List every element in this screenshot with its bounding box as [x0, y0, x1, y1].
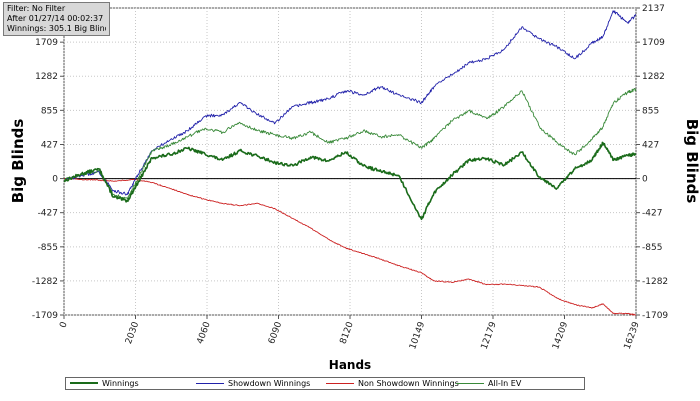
right-y-tick-label: 1282 [642, 72, 665, 82]
legend-label-showdown: Showdown Winnings [228, 379, 311, 388]
legend-swatch-non-showdown [326, 383, 354, 384]
right-y-axis-label: Big Blinds [683, 119, 700, 204]
left-y-tick-label: -855 [38, 243, 58, 253]
right-y-tick-label: -855 [642, 243, 662, 253]
series-non-showdown-line [63, 178, 637, 316]
x-tick-label: 0 [58, 320, 69, 329]
right-y-tick-label: -427 [642, 209, 662, 219]
left-y-tick-label: -1282 [32, 277, 58, 287]
legend-swatch-showdown [196, 383, 224, 384]
left-y-tick-label: 427 [41, 140, 58, 150]
legend-swatch-winnings [70, 382, 98, 384]
left-y-tick-label: -1709 [32, 311, 58, 321]
series-winnings-line [63, 141, 637, 221]
right-y-tick-label: -1709 [642, 311, 668, 321]
left-y-axis-label: Big Blinds [9, 119, 27, 204]
legend-label-allin-ev: All-In EV [488, 379, 522, 388]
x-tick-label: 4060 [196, 320, 213, 345]
left-y-tick-label: 1282 [35, 72, 58, 82]
right-y-tick-label: 427 [642, 140, 659, 150]
right-y-tick-label: -1282 [642, 277, 668, 287]
filter-text: Filter: No Filter [7, 4, 66, 13]
x-tick-label: 8120 [339, 320, 356, 345]
left-y-tick-label: -427 [38, 209, 58, 219]
right-y-tick-label: 2137 [642, 4, 665, 14]
legend-label-non-showdown: Non Showdown Winnings [358, 379, 459, 388]
x-tick-label: 2030 [124, 320, 141, 345]
date-range-text: After 01/27/14 00:02:37 [7, 14, 104, 23]
x-tick-label: 6090 [267, 320, 284, 345]
x-axis-label: Hands [329, 358, 371, 372]
chart-legend: Winnings Showdown Winnings Non Showdown … [65, 377, 585, 390]
x-tick-labels: 0 2030 4060 6090 8120 10149 12179 14209 16239 [58, 315, 642, 351]
left-y-tick-label: 0 [52, 175, 58, 185]
series-allin-ev-line [63, 88, 637, 199]
legend-label-winnings: Winnings [102, 379, 139, 388]
left-y-tick-label: 855 [41, 106, 58, 116]
winnings-summary-text: Winnings: 305.1 Big Blinds [7, 24, 106, 33]
legend-swatch-allin-ev [456, 383, 484, 384]
x-tick-label: 16239 [623, 320, 642, 351]
filter-info-box: Filter: No Filter After 01/27/14 00:02:3… [3, 2, 110, 36]
right-y-tick-label: 1709 [642, 38, 665, 48]
series-lines [63, 10, 637, 316]
right-y-tick-label: 0 [642, 175, 648, 185]
x-tick-label: 10149 [408, 320, 427, 351]
x-tick-label: 12179 [480, 320, 499, 351]
right-y-tick-labels: 2137 1709 1282 855 427 0 -427 -855 -1282 -1709 [636, 4, 668, 321]
left-y-tick-label: 1709 [35, 38, 58, 48]
right-y-tick-label: 855 [642, 106, 659, 116]
x-tick-label: 14209 [551, 320, 570, 351]
